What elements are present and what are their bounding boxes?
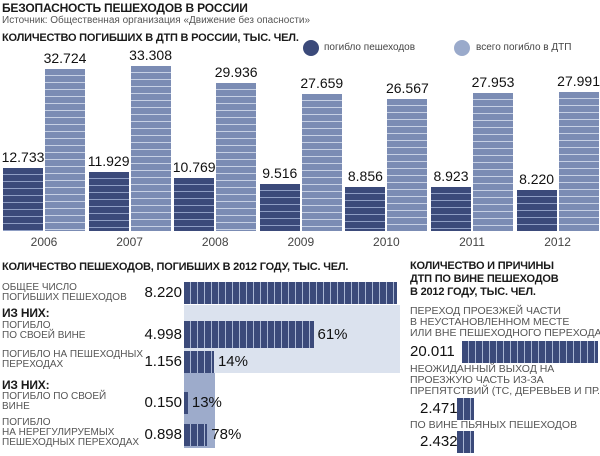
row-label: НЕОЖИДАННЫЙ ВЫХОД НА ПРОЕЗЖУЮ ЧАСТЬ ИЗ-З… — [410, 363, 600, 397]
bar-value-label: 29.936 — [214, 63, 258, 80]
row-label: ПОГИБЛО НА НЕРЕГУЛИРУЕМЫХ ПЕШЕХОДНЫХ ПЕР… — [2, 417, 140, 448]
row-percent: 61% — [317, 325, 348, 343]
bar-total-2009 — [301, 94, 342, 231]
chart1-title: КОЛИЧЕСТВО ПОГИБШИХ В ДТП В РОССИИ, ТЫС.… — [2, 32, 299, 44]
bar-value-label: 26.567 — [385, 80, 429, 97]
source-note: Источник: Общественная организация «Движ… — [2, 15, 311, 26]
row-bar — [184, 351, 214, 373]
x-tick-label: 2009 — [287, 235, 315, 249]
row-percent: 78% — [211, 426, 242, 443]
x-tick-label: 2012 — [544, 235, 571, 249]
row-label: ОБЩЕЕ ЧИСЛО ПОГИБШИХ ПЕШЕХОДОВ — [2, 282, 127, 303]
bar-total-2010 — [387, 99, 428, 231]
bar-total-2008 — [216, 82, 257, 231]
bar-value-label: 27.991 — [557, 73, 600, 90]
row-value: 2.471 — [420, 400, 458, 417]
legend-swatch-total — [454, 40, 470, 56]
page-title: БЕЗОПАСНОСТЬ ПЕШЕХОДОВ В РОССИИ — [2, 1, 248, 15]
bar-pedestrians-2010 — [345, 187, 386, 231]
bar-value-label: 8.923 — [433, 167, 469, 184]
legend-label-total: всего погибло в ДТП — [476, 42, 572, 53]
x-tick-label: 2010 — [373, 235, 400, 249]
row-bar — [184, 392, 188, 414]
bar-value-label: 27.659 — [300, 75, 344, 92]
x-tick-label: 2011 — [459, 235, 485, 249]
chart3-title: КОЛИЧЕСТВО И ПРИЧИНЫ ДТП ПО ВИНЕ ПЕШЕХОД… — [410, 260, 559, 298]
row-value: 0.898 — [144, 426, 182, 443]
bar-pedestrians-2012 — [516, 190, 557, 231]
chart2-title: КОЛИЧЕСТВО ПЕШЕХОДОВ, ПОГИБШИХ В 2012 ГО… — [2, 261, 349, 273]
row-bar — [184, 321, 314, 348]
bar-value-label: 8.856 — [347, 168, 383, 185]
row-value: 8.220 — [144, 284, 182, 301]
bar-pedestrians-2008 — [174, 177, 215, 231]
row-label: ПОГИБЛО НА ПЕШЕХОДНЫХ ПЕРЕХОДАХ — [2, 349, 144, 370]
bar-value-label: 10.769 — [172, 158, 216, 175]
row-bar — [457, 398, 474, 420]
legend-label-pedestrians: погибло пешеходов — [324, 42, 416, 53]
subhead-1: ИЗ НИХ: — [2, 306, 50, 320]
row-bar — [184, 424, 208, 446]
row-value: 2.432 — [420, 433, 458, 450]
bar-value-label: 8.220 — [519, 171, 555, 188]
x-tick-label: 2007 — [116, 235, 143, 249]
subhead-2: ИЗ НИХ: — [2, 378, 50, 392]
row-bar — [462, 341, 598, 363]
x-tick-label: 2008 — [201, 235, 229, 249]
row-label: ПОГИБЛО ПО СВОЕЙ ВИНЕ — [2, 320, 86, 341]
row-value: 1.156 — [144, 353, 182, 370]
bar-pedestrians-2011 — [431, 186, 471, 231]
bar-value-label: 33.308 — [129, 47, 172, 64]
row-bar — [184, 282, 397, 304]
bar-value-label: 9.516 — [262, 164, 298, 181]
row-label: ПО ВИНЕ ПЬЯНЫХ ПЕШЕХОДОВ — [410, 419, 578, 431]
bar-value-label: 27.953 — [471, 73, 515, 90]
bar-pedestrians-2007 — [88, 171, 129, 231]
row-value: 20.011 — [410, 343, 455, 360]
bar-pedestrians-2006 — [3, 167, 43, 231]
row-percent: 14% — [217, 353, 248, 370]
row-value: 4.998 — [144, 325, 182, 343]
row-label: ПЕРЕХОД ПРОЕЗЖЕЙ ЧАСТИ В НЕУСТАНОВЛЕННОМ… — [410, 305, 600, 339]
bar-total-2011 — [473, 92, 513, 231]
bar-value-label: 11.929 — [87, 152, 130, 169]
row-bar — [457, 431, 474, 453]
row-label: ПОГИБЛО ПО СВОЕЙ ВИНЕ — [2, 391, 107, 412]
bar-total-2012 — [558, 92, 599, 231]
row-value: 0.150 — [144, 394, 182, 411]
bar-total-2007 — [130, 66, 171, 231]
x-tick-label: 2006 — [30, 235, 58, 249]
bar-total-2006 — [45, 69, 85, 231]
bar-value-label: 12.733 — [1, 148, 45, 165]
row-percent: 13% — [191, 394, 222, 411]
legend-swatch-pedestrians — [303, 40, 319, 56]
bar-value-label: 32.724 — [43, 50, 87, 67]
bar-pedestrians-2009 — [259, 183, 300, 231]
